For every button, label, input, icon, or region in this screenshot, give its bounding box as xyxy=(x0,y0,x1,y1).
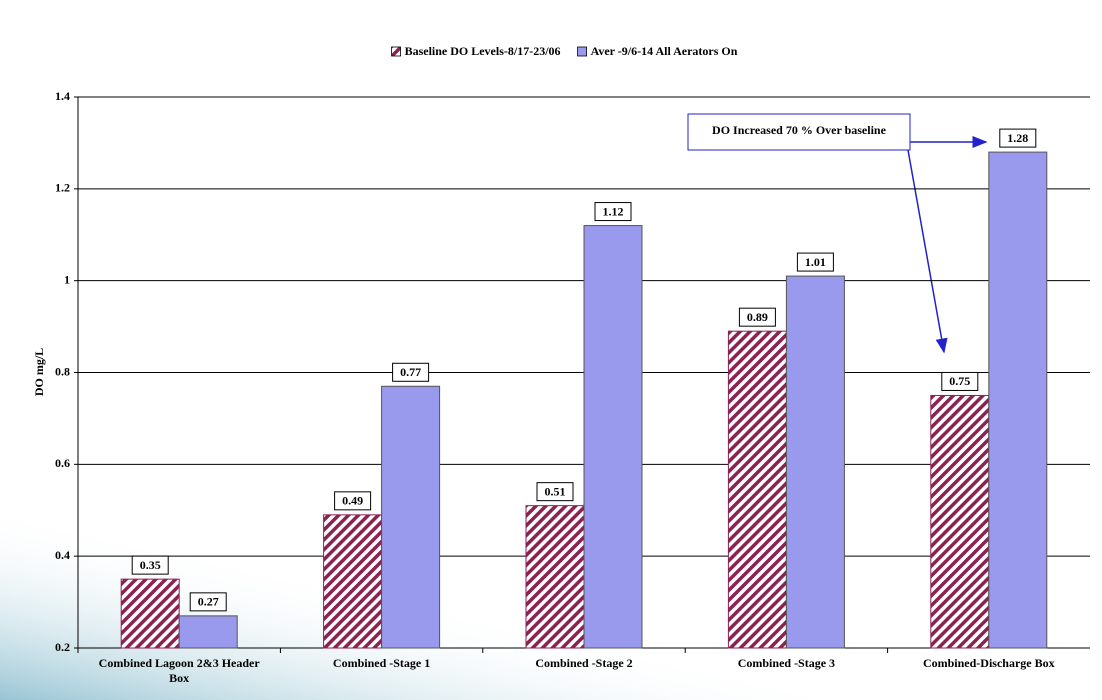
bar xyxy=(583,225,643,649)
data-label: 1.28 xyxy=(1007,131,1028,145)
annotation-arrow xyxy=(907,149,948,354)
data-label-box xyxy=(738,307,776,327)
data-label-box xyxy=(536,482,574,502)
bar xyxy=(323,514,383,649)
data-label-box xyxy=(189,592,227,612)
bar xyxy=(988,151,1048,649)
bar xyxy=(178,615,238,649)
data-label: 0.75 xyxy=(949,374,970,388)
data-label: 1.12 xyxy=(603,204,624,218)
x-tick-label: Combined -Stage 3 xyxy=(737,656,836,670)
bar xyxy=(120,578,180,649)
y-axis-title: DO mg/L xyxy=(32,348,46,396)
y-tick-label: 0.2 xyxy=(55,640,70,654)
data-label: 0.27 xyxy=(198,595,219,609)
data-label-box xyxy=(941,371,979,391)
data-label-box xyxy=(131,555,169,575)
y-tick-label: 1 xyxy=(64,272,70,286)
data-label-box xyxy=(594,202,632,222)
x-tick-label: Combined -Stage 1 xyxy=(332,656,431,670)
annotation-box xyxy=(687,113,911,151)
y-tick-label: 1.4 xyxy=(55,89,70,103)
data-label-box xyxy=(796,252,834,272)
legend-swatch xyxy=(577,46,587,57)
data-label-box xyxy=(999,128,1037,148)
y-tick-label: 0.6 xyxy=(55,456,70,470)
data-label: 1.01 xyxy=(805,255,826,269)
legend-label: Aver -9/6-14 All Aerators On xyxy=(591,44,738,58)
bar xyxy=(930,394,990,649)
legend-swatch xyxy=(391,46,401,57)
y-tick-label: 0.4 xyxy=(55,548,70,562)
data-label: 0.89 xyxy=(747,310,768,324)
y-tick-label: 1.2 xyxy=(55,181,70,195)
data-label-box xyxy=(392,362,430,382)
x-tick-label: Combined Lagoon 2&3 Header Box xyxy=(98,656,260,685)
bar xyxy=(785,275,845,649)
data-label: 0.49 xyxy=(342,494,363,508)
bar xyxy=(727,330,787,649)
annotation: DO Increased 70 % Over baseline xyxy=(712,123,887,137)
data-label: 0.35 xyxy=(140,558,161,572)
x-tick-label: Combined-Discharge Box xyxy=(922,656,1055,670)
bar xyxy=(381,385,441,649)
data-label: 0.51 xyxy=(545,484,566,498)
legend-label: Baseline DO Levels-8/17-23/06 xyxy=(405,44,561,58)
y-tick-label: 0.8 xyxy=(55,364,70,378)
x-tick-label: Combined -Stage 2 xyxy=(535,656,633,670)
bar xyxy=(525,505,585,649)
data-label: 0.77 xyxy=(400,365,421,379)
data-label-box xyxy=(334,491,372,511)
